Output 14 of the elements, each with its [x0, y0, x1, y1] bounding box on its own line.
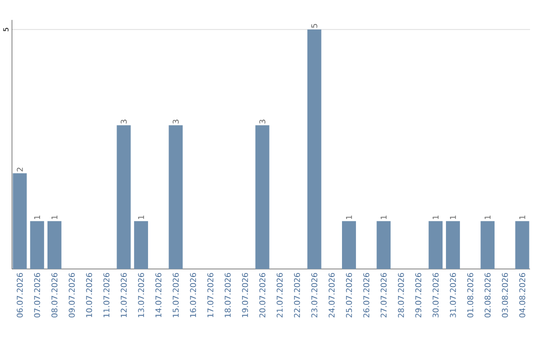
bar: [480, 221, 495, 270]
bar: [376, 221, 391, 270]
bar: [134, 221, 148, 270]
bar: [307, 30, 322, 270]
bar: [168, 125, 183, 270]
bar: [47, 221, 62, 270]
bar: [446, 221, 460, 270]
bar: [428, 221, 443, 270]
bar: [116, 125, 131, 270]
bar: [342, 221, 356, 270]
bar: [12, 173, 27, 270]
bar: [255, 125, 270, 270]
bar: [30, 221, 44, 270]
bar: [515, 221, 530, 270]
